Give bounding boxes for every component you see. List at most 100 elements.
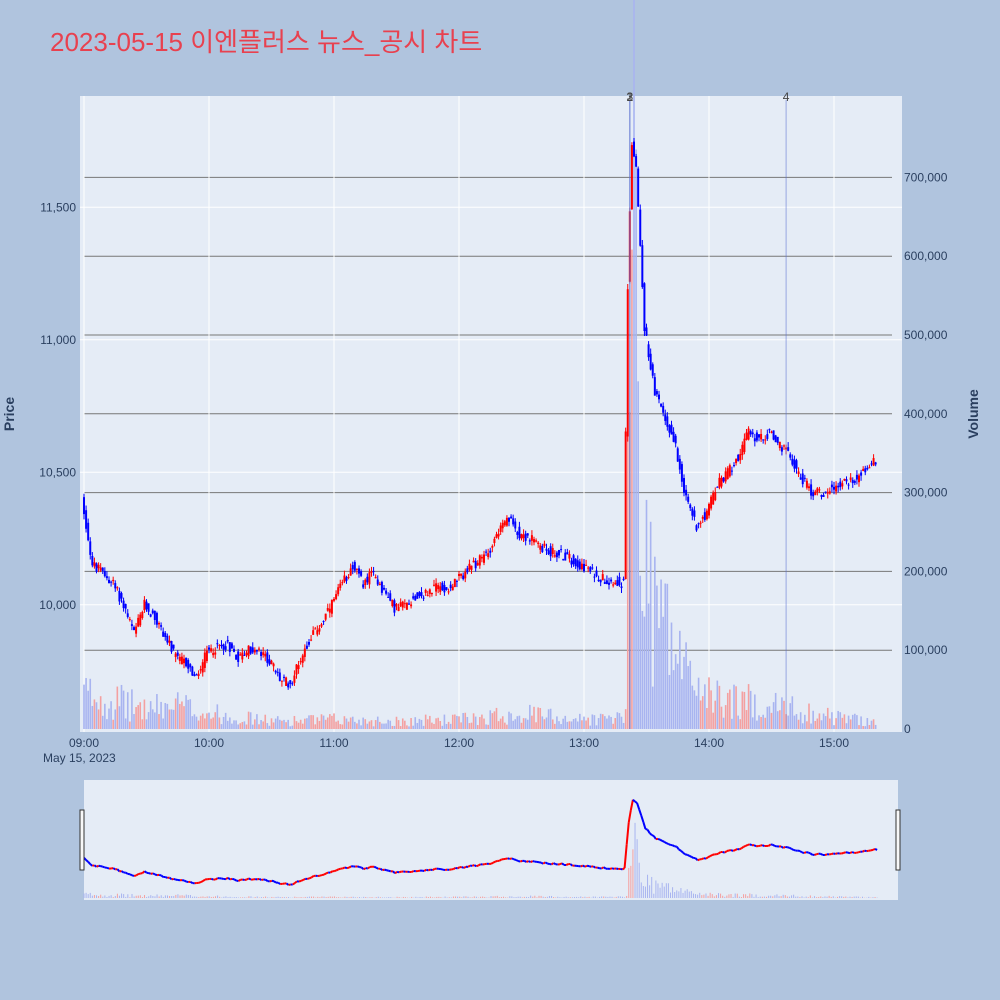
candle-body	[416, 592, 419, 599]
candle-body	[647, 344, 650, 358]
volume-bar	[466, 716, 469, 729]
candle-body	[699, 522, 702, 524]
candle-body	[278, 672, 281, 681]
mini-volume-bar	[551, 895, 553, 898]
mini-volume-bar	[874, 897, 876, 898]
volume-bar	[204, 718, 206, 729]
volume-bar	[85, 678, 87, 729]
volume-bar	[822, 713, 825, 729]
candle-body	[853, 480, 856, 483]
mini-price-line	[835, 852, 838, 855]
volume-bar	[126, 692, 129, 729]
volume-bar	[593, 715, 596, 729]
mini-volume-bar	[480, 896, 482, 898]
mini-volume-bar	[772, 896, 774, 898]
volume-bar	[304, 718, 306, 729]
candle-body	[455, 580, 458, 582]
mini-price-line	[793, 849, 797, 852]
volume-bar	[701, 696, 704, 729]
range-slider-left-handle[interactable]	[79, 809, 85, 871]
volume-bar	[612, 723, 614, 729]
volume-bar	[226, 720, 229, 729]
volume-bar	[387, 719, 389, 729]
mini-volume-bar	[745, 894, 747, 898]
mini-volume-bar	[244, 897, 246, 898]
mini-price-line	[547, 862, 550, 866]
volume-bar	[295, 721, 298, 729]
mini-price-line	[198, 881, 202, 884]
mini-volume-bar	[108, 895, 110, 898]
mini-volume-bar	[200, 896, 202, 898]
mini-price-line	[625, 822, 630, 845]
candle-body	[568, 553, 571, 559]
candle-body	[664, 414, 667, 421]
candle-body	[418, 592, 421, 597]
volume-bar	[820, 720, 823, 729]
range-slider-right-handle[interactable]	[895, 809, 901, 871]
mini-volume-bar	[759, 896, 761, 898]
volume-bar	[683, 656, 685, 729]
candle-body	[328, 608, 331, 613]
volume-bar	[751, 717, 754, 729]
candle-body	[801, 473, 804, 485]
y-tick-label: 11,500	[40, 200, 76, 214]
candle-body	[164, 632, 167, 637]
volume-bar	[631, 249, 633, 729]
candle-body	[822, 495, 825, 497]
mini-price-line	[707, 855, 711, 859]
volume-bar	[229, 717, 231, 729]
candle-body	[543, 543, 546, 546]
mini-price-line	[672, 844, 676, 848]
volume-bar	[801, 723, 804, 729]
candle-body	[147, 603, 150, 612]
candle-body	[189, 664, 192, 668]
mini-volume-bar	[732, 896, 734, 898]
candle-body	[716, 486, 719, 488]
candle-body	[610, 579, 613, 582]
volume-bar	[339, 724, 342, 729]
range-slider-preview	[83, 798, 878, 898]
mini-price-line	[269, 879, 273, 883]
volume-bar	[489, 710, 492, 729]
candle-body	[516, 532, 519, 535]
volume-bar	[543, 719, 546, 729]
candle-body	[89, 541, 92, 555]
mini-volume-bar	[557, 896, 559, 898]
volume-bar	[839, 712, 842, 729]
volume-bar	[520, 722, 523, 729]
mini-price-line	[651, 834, 655, 837]
x-tick-label: 12:00	[444, 736, 474, 750]
volume-bar	[347, 721, 350, 729]
mini-volume-bar	[553, 897, 555, 898]
volume-bar	[318, 720, 321, 729]
mini-price-line	[336, 868, 340, 872]
mini-volume-bar	[452, 896, 454, 898]
mini-price-line	[807, 851, 811, 855]
candle-body	[595, 570, 598, 577]
candle-body	[549, 546, 552, 557]
volume-bar	[614, 718, 617, 729]
mini-volume-bar	[87, 894, 89, 898]
candle-body	[122, 600, 125, 609]
volume-bar	[106, 719, 108, 729]
mini-price-line	[288, 883, 291, 886]
candle-body	[837, 485, 840, 488]
candle-body	[199, 669, 202, 671]
volume-bar	[262, 721, 264, 729]
volume-bar	[197, 720, 200, 729]
volume-bar	[560, 724, 562, 729]
candle-body	[153, 610, 156, 621]
mini-price-line	[93, 864, 98, 868]
candle-body	[755, 432, 758, 441]
volume-bar	[356, 723, 358, 729]
mini-volume-bar	[308, 896, 310, 898]
volume-bar	[306, 718, 308, 729]
candle-body	[474, 560, 477, 569]
candle-body	[426, 594, 429, 596]
candle-body	[720, 477, 723, 487]
volume-bar	[647, 603, 650, 729]
range-slider[interactable]	[84, 780, 898, 900]
candle-body	[674, 435, 677, 444]
mini-volume-bar	[832, 896, 834, 898]
